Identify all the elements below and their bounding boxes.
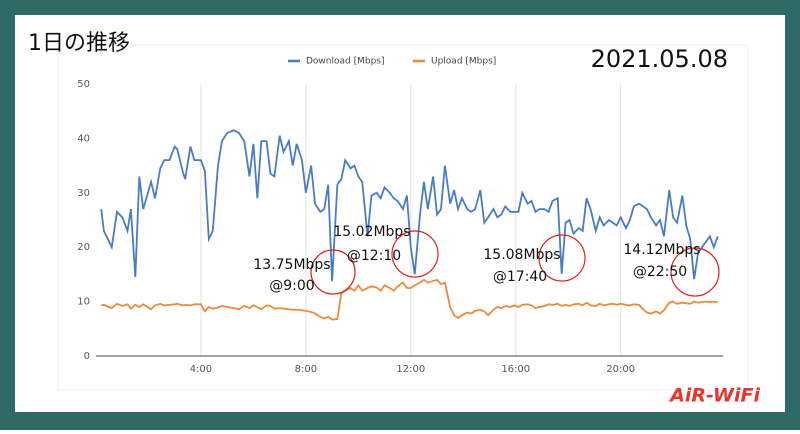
chart-panel — [57, 44, 749, 391]
y-tick-label: 50 — [77, 79, 90, 90]
annotation: 15.08Mbps — [483, 247, 560, 263]
x-tick-label: 12:00 — [396, 364, 425, 375]
x-tick-label: 20:00 — [606, 364, 635, 375]
annotation: @17:40 — [493, 269, 547, 285]
x-tick-label: 8:00 — [295, 364, 317, 375]
brand: AiR-WiFi — [668, 385, 760, 407]
annotation: 15.02Mbps — [333, 224, 410, 240]
annotation: 14.12Mbps — [623, 242, 700, 258]
x-tick-label: 4:00 — [190, 364, 212, 375]
y-tick-label: 30 — [77, 188, 90, 199]
annotation: @9:00 — [269, 278, 314, 294]
series-line — [101, 278, 718, 321]
y-tick-label: 20 — [77, 242, 90, 253]
annotation: @12:10 — [347, 248, 401, 264]
date: 2021.05.08 — [591, 45, 728, 73]
chart-title: 1日の推移 — [28, 31, 130, 56]
y-tick-label: 10 — [77, 297, 90, 308]
series-line — [100, 129, 719, 282]
annotation: @22:50 — [633, 264, 687, 280]
legend-label: Upload [Mbps] — [431, 57, 496, 67]
highlight-circle — [538, 234, 586, 282]
annotation: 13.75Mbps — [253, 257, 330, 273]
y-tick-label: 0 — [84, 351, 90, 362]
highlight-circle — [310, 249, 356, 295]
y-tick-label: 40 — [77, 133, 90, 144]
highlight-circle — [391, 230, 439, 278]
highlight-circle — [670, 247, 720, 297]
x-tick-label: 16:00 — [501, 364, 530, 375]
legend-label: Download [Mbps] — [306, 57, 385, 67]
